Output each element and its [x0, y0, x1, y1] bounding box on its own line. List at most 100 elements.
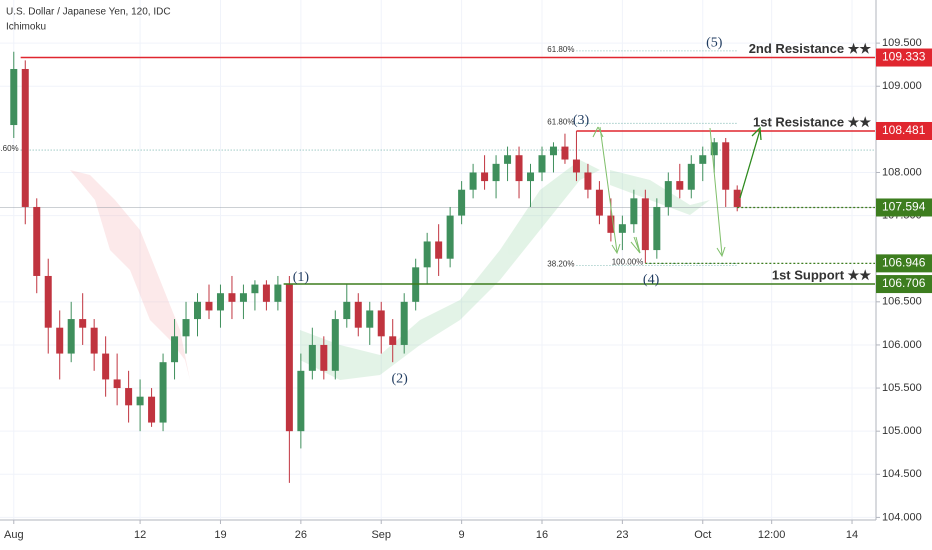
- y-tick-label: 104.500: [882, 468, 922, 480]
- candle-body: [699, 155, 707, 164]
- candle-body: [423, 241, 431, 268]
- y-tick-label: 108.000: [882, 166, 922, 178]
- fib-label: 61.80%: [547, 117, 574, 126]
- x-tick-label: 16: [536, 529, 548, 541]
- price-box: [876, 48, 932, 67]
- candle-body: [56, 327, 64, 354]
- y-tick-label: 106.000: [882, 339, 922, 351]
- candle-body: [733, 189, 741, 207]
- candle-body: [274, 284, 282, 302]
- y-tick-label: 104.000: [882, 511, 922, 523]
- candle-body: [687, 163, 695, 190]
- x-tick-label: 12: [134, 529, 146, 541]
- candle-body: [664, 181, 672, 207]
- wave-label: (3): [573, 113, 590, 128]
- candle-body: [515, 155, 523, 182]
- candle-body: [171, 336, 179, 363]
- fib-label: 78.60%: [0, 144, 19, 153]
- candle-body: [182, 319, 190, 337]
- level-name: 1st Support ★★: [772, 267, 871, 282]
- candle-body: [676, 181, 684, 190]
- candle-body: [21, 68, 29, 207]
- candle-body: [527, 172, 535, 182]
- y-tick-label: 109.000: [882, 80, 922, 92]
- axes: 104.000 104.500 105.000 105.500 106.000 106.5…: [4, 37, 932, 541]
- x-tick-label: 12:00: [758, 529, 786, 541]
- candle-body: [90, 327, 98, 354]
- level-name: 2nd Resistance ★★: [749, 41, 872, 56]
- level-name: 1st Resistance ★★: [753, 114, 871, 129]
- candle-body: [343, 301, 351, 320]
- candle-body: [458, 189, 466, 216]
- candle-body: [33, 206, 41, 276]
- price-box-label: 108.481: [882, 123, 926, 137]
- candle-body: [354, 301, 362, 328]
- candle-body: [618, 224, 626, 233]
- candle-body: [308, 344, 316, 371]
- candle-body: [481, 172, 489, 182]
- candle-body: [113, 379, 121, 389]
- candle-body: [549, 146, 557, 156]
- candle-body: [285, 284, 293, 432]
- candle-body: [538, 155, 546, 173]
- price-box: [876, 121, 932, 140]
- candle-body: [125, 388, 133, 406]
- candle-body: [722, 142, 730, 190]
- candle-body: [366, 310, 374, 328]
- arrows: [592, 126, 762, 258]
- price-box: [876, 254, 932, 273]
- price-box-label: 106.706: [882, 276, 926, 290]
- candle-body: [320, 344, 328, 371]
- candle-body: [228, 293, 236, 302]
- candle-body: [136, 396, 144, 406]
- candle-body: [44, 275, 52, 328]
- x-tick-label: Oct: [694, 529, 711, 541]
- candle-body: [239, 293, 247, 302]
- candle-body: [469, 172, 477, 190]
- candle-body: [435, 241, 443, 259]
- candle-body: [331, 319, 339, 371]
- fib-label: 38.20%: [547, 260, 574, 269]
- candle-body: [572, 159, 580, 173]
- candle-body: [446, 215, 454, 259]
- candle-body: [710, 142, 718, 156]
- candle-body: [492, 163, 500, 182]
- price-box: [876, 275, 932, 294]
- price-box-label: 109.333: [882, 50, 926, 64]
- y-tick-label: 106.500: [882, 296, 922, 308]
- candle-body: [641, 198, 649, 251]
- wave-label: (4): [643, 272, 660, 287]
- candle-body: [504, 155, 512, 164]
- y-tick-label: 105.000: [882, 425, 922, 437]
- price-box: [876, 198, 932, 217]
- x-tick-label: 23: [616, 529, 628, 541]
- indicator-name: Ichimoku: [6, 22, 46, 33]
- candle-body: [67, 319, 75, 354]
- wave-label: (1): [293, 270, 310, 285]
- candle-body: [400, 301, 408, 345]
- candle-body: [653, 206, 661, 251]
- candle-body: [584, 172, 592, 190]
- candle-body: [377, 310, 385, 337]
- chart-title: U.S. Dollar / Japanese Yen, 120, IDC: [6, 7, 171, 18]
- y-tick-label: 105.500: [882, 382, 922, 394]
- candle-body: [216, 293, 224, 311]
- candle-body: [10, 68, 18, 126]
- price-box-label: 106.946: [882, 256, 926, 270]
- candle-body: [389, 336, 397, 345]
- grid: [0, 0, 875, 520]
- candle-body: [148, 396, 156, 423]
- candle-body: [102, 353, 110, 380]
- x-tick-label: 19: [214, 529, 226, 541]
- candle-body: [251, 284, 259, 294]
- wave-label: (5): [706, 35, 723, 50]
- candle-body: [205, 301, 213, 311]
- plot: 61.80% 61.80% 78.60% 38.20% 100.00% 2nd Resis…: [0, 35, 875, 483]
- ichimoku-cloud: [70, 160, 710, 380]
- x-tick-label: 26: [295, 529, 307, 541]
- candle-body: [79, 319, 87, 328]
- x-tick-label: Sep: [371, 529, 391, 541]
- candle-body: [630, 198, 638, 225]
